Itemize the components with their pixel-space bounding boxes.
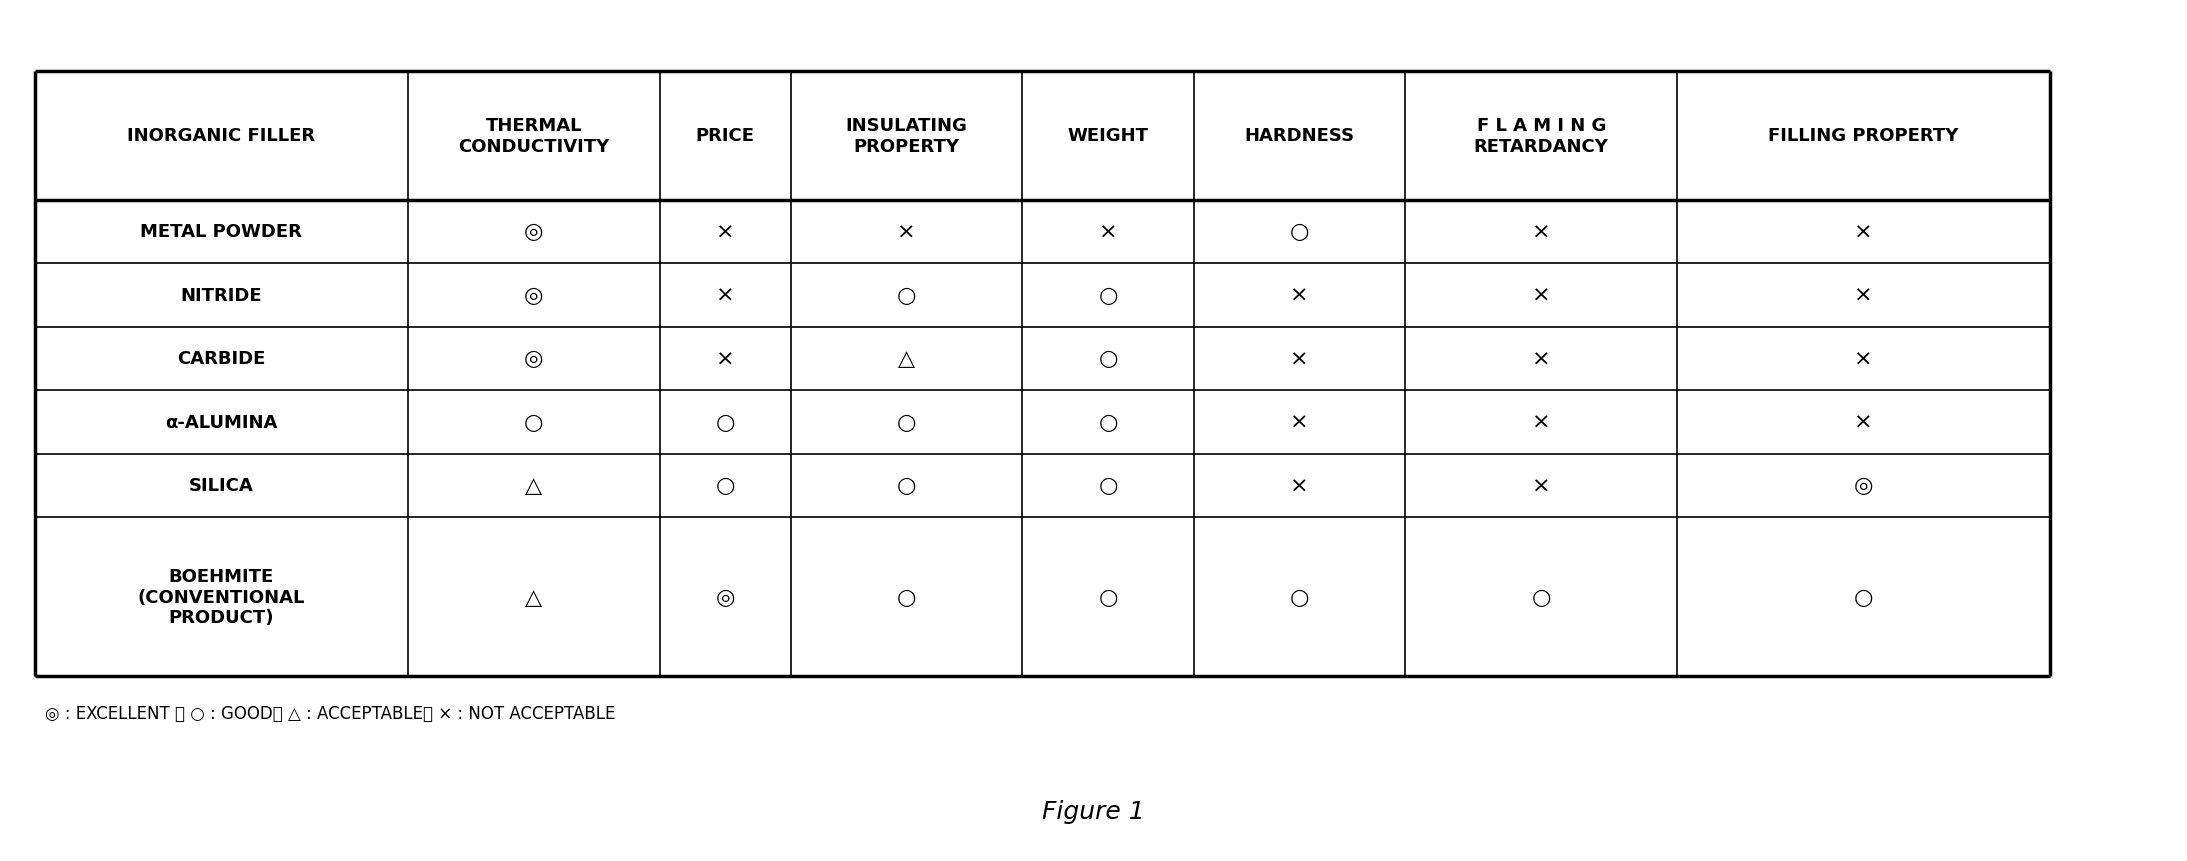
- Text: ×: ×: [1531, 222, 1551, 242]
- Text: △: △: [525, 587, 542, 607]
- Text: ×: ×: [1290, 286, 1308, 306]
- Text: WEIGHT: WEIGHT: [1067, 127, 1148, 146]
- Text: ×: ×: [1855, 412, 1872, 432]
- Text: ×: ×: [1855, 222, 1872, 242]
- Text: ○: ○: [715, 476, 735, 496]
- Text: FILLING PROPERTY: FILLING PROPERTY: [1769, 127, 1960, 146]
- Text: ○: ○: [897, 476, 916, 496]
- Text: △: △: [525, 476, 542, 496]
- Text: HARDNESS: HARDNESS: [1244, 127, 1354, 146]
- Text: PRICE: PRICE: [695, 127, 755, 146]
- Text: ×: ×: [1531, 476, 1551, 496]
- Text: BOEHMITE
(CONVENTIONAL
PRODUCT): BOEHMITE (CONVENTIONAL PRODUCT): [138, 567, 304, 627]
- Text: ○: ○: [1098, 587, 1118, 607]
- Text: ×: ×: [1290, 476, 1308, 496]
- Text: INSULATING
PROPERTY: INSULATING PROPERTY: [846, 117, 967, 156]
- Text: ×: ×: [1531, 286, 1551, 306]
- Text: ○: ○: [1290, 222, 1310, 242]
- Text: ×: ×: [1098, 222, 1118, 242]
- Text: ○: ○: [715, 412, 735, 432]
- Text: ×: ×: [715, 349, 735, 369]
- Text: ◎: ◎: [715, 587, 735, 607]
- Text: INORGANIC FILLER: INORGANIC FILLER: [127, 127, 315, 146]
- Text: ×: ×: [715, 286, 735, 306]
- Text: ○: ○: [1098, 349, 1118, 369]
- Text: ◎: ◎: [525, 286, 542, 306]
- Text: Figure 1: Figure 1: [1043, 799, 1144, 823]
- Text: CARBIDE: CARBIDE: [177, 350, 265, 368]
- Text: ×: ×: [1290, 349, 1308, 369]
- Text: SILICA: SILICA: [188, 477, 254, 495]
- Text: ○: ○: [897, 412, 916, 432]
- Text: ○: ○: [1290, 587, 1310, 607]
- Text: ○: ○: [1531, 587, 1551, 607]
- Text: THERMAL
CONDUCTIVITY: THERMAL CONDUCTIVITY: [457, 117, 610, 156]
- Text: ○: ○: [897, 587, 916, 607]
- Text: ×: ×: [1855, 349, 1872, 369]
- Text: ○: ○: [525, 412, 542, 432]
- Text: ◎ : EXCELLENT 、 ○ : GOOD、 △ : ACCEPTABLE、 × : NOT ACCEPTABLE: ◎ : EXCELLENT 、 ○ : GOOD、 △ : ACCEPTABLE…: [46, 704, 615, 722]
- Text: ◎: ◎: [525, 222, 542, 242]
- Text: ○: ○: [1855, 587, 1874, 607]
- Text: ×: ×: [1855, 286, 1872, 306]
- Text: METAL POWDER: METAL POWDER: [140, 223, 302, 241]
- Text: NITRIDE: NITRIDE: [182, 287, 262, 305]
- Text: ×: ×: [1531, 412, 1551, 432]
- Text: ×: ×: [897, 222, 916, 242]
- Text: ×: ×: [715, 222, 735, 242]
- Text: ◎: ◎: [525, 349, 542, 369]
- Text: ×: ×: [1531, 349, 1551, 369]
- Text: ○: ○: [1098, 476, 1118, 496]
- Text: ×: ×: [1290, 412, 1308, 432]
- Text: ○: ○: [1098, 286, 1118, 306]
- Text: F L A M I N G
RETARDANCY: F L A M I N G RETARDANCY: [1474, 117, 1610, 156]
- Text: ◎: ◎: [1855, 476, 1874, 496]
- Text: ○: ○: [897, 286, 916, 306]
- Text: △: △: [899, 349, 914, 369]
- Text: α-ALUMINA: α-ALUMINA: [166, 413, 278, 431]
- Text: ○: ○: [1098, 412, 1118, 432]
